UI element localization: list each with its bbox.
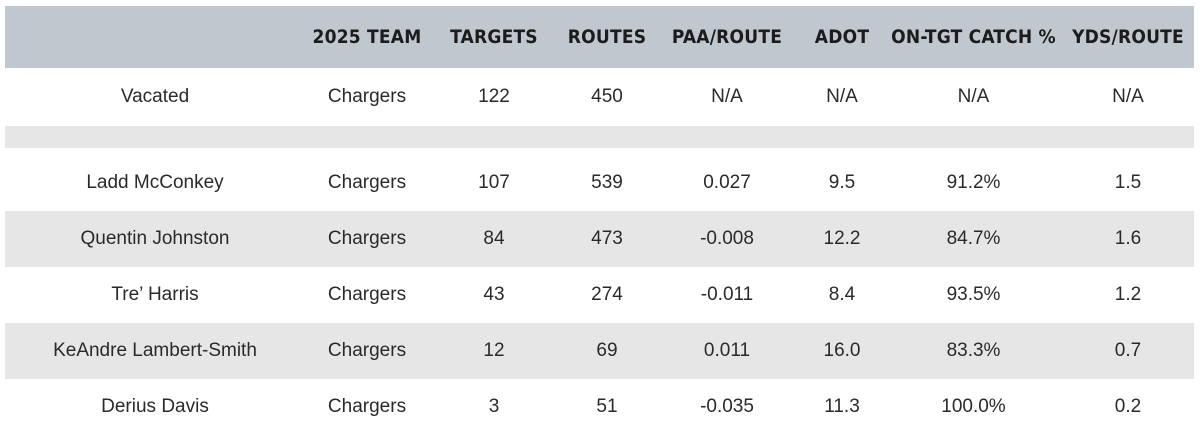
header-yds-route: YDS/ROUTE [1072,26,1184,48]
cell-adot: 12.2 [823,228,861,249]
cell-yds-route: 1.2 [1114,284,1142,305]
table-row: Tre’ Harris Chargers 43 274 -0.011 8.4 9… [5,267,1194,323]
cell-routes: 539 [591,172,623,193]
cell-paa-route: -0.011 [700,284,754,305]
cell-targets: 3 [488,396,500,417]
cell-player: Quentin Johnston [80,228,230,249]
header-catch-pct: ON-TGT CATCH % [891,26,1056,48]
cell-team: Chargers [327,340,407,361]
cell-player: Vacated [120,86,190,107]
section-divider [5,126,1194,148]
table-row: Ladd McConkey Chargers 107 539 0.027 9.5… [5,155,1194,211]
header-targets: TARGETS [450,26,538,48]
cell-adot: 8.4 [828,284,856,305]
cell-player: Tre’ Harris [111,284,199,305]
cell-targets: 122 [478,86,510,107]
cell-yds-route: N/A [1112,86,1144,107]
cell-paa-route: 0.011 [703,340,751,361]
cell-catch-pct: 84.7% [946,228,1001,249]
cell-yds-route: 0.7 [1114,340,1142,361]
cell-team: Chargers [327,228,407,249]
vacated-row: Vacated Chargers 122 450 N/A N/A N/A N/A [5,68,1194,126]
cell-team: Chargers [327,284,407,305]
cell-team: Chargers [327,396,407,417]
cell-team: Chargers [327,172,407,193]
table-row: Derius Davis Chargers 3 51 -0.035 11.3 1… [5,379,1194,435]
header-adot: ADOT [814,26,870,48]
cell-team: Chargers [327,86,407,107]
cell-yds-route: 0.2 [1114,396,1142,417]
table-header: 2025 TEAM TARGETS ROUTES PAA/ROUTE ADOT … [5,6,1194,68]
section-gap [5,148,1194,155]
cell-yds-route: 1.6 [1114,228,1142,249]
cell-targets: 84 [483,228,505,249]
cell-paa-route: -0.035 [700,396,754,417]
cell-player: Derius Davis [101,396,209,417]
cell-routes: 274 [591,284,623,305]
cell-targets: 107 [478,172,510,193]
cell-adot: N/A [826,86,858,107]
cell-routes: 473 [591,228,623,249]
cell-catch-pct: N/A [957,86,990,107]
cell-targets: 12 [483,340,505,361]
cell-catch-pct: 100.0% [941,396,1006,417]
cell-yds-route: 1.5 [1114,172,1142,193]
header-routes: ROUTES [567,26,647,48]
cell-adot: 9.5 [828,172,856,193]
cell-targets: 43 [483,284,505,305]
cell-player: KeAndre Lambert-Smith [53,340,257,361]
header-team: 2025 TEAM [312,26,422,48]
cell-catch-pct: 93.5% [946,284,1001,305]
header-paa-route: PAA/ROUTE [671,26,783,48]
cell-routes: 450 [591,86,623,107]
cell-adot: 11.3 [824,396,860,417]
cell-routes: 51 [596,396,618,417]
cell-paa-route: -0.008 [700,228,754,249]
cell-adot: 16.0 [823,340,861,361]
stats-table: 2025 TEAM TARGETS ROUTES PAA/ROUTE ADOT … [5,6,1194,435]
cell-paa-route: N/A [711,86,743,107]
cell-player: Ladd McConkey [86,172,224,193]
cell-routes: 69 [596,340,618,361]
cell-catch-pct: 91.2% [946,172,1001,193]
table-row: Quentin Johnston Chargers 84 473 -0.008 … [5,211,1194,267]
cell-paa-route: 0.027 [703,172,751,193]
cell-catch-pct: 83.3% [946,340,1001,361]
table-row: KeAndre Lambert-Smith Chargers 12 69 0.0… [5,323,1194,379]
